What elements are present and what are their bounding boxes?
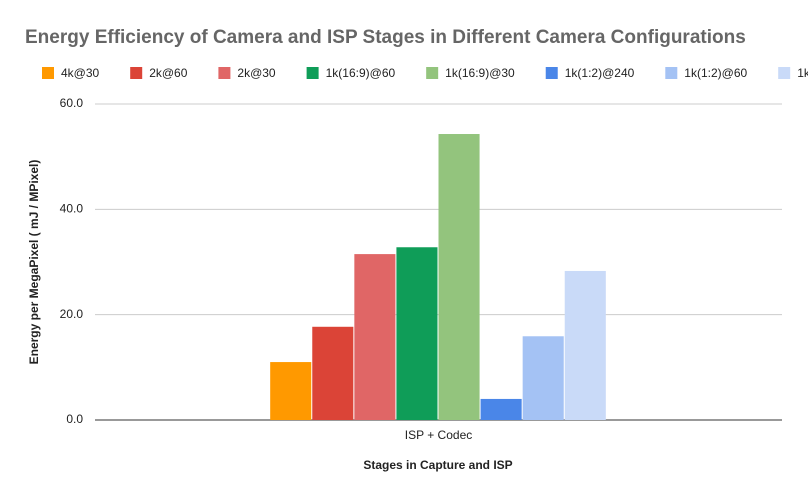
legend-label: 1k(16:9)@60 bbox=[326, 66, 396, 80]
bar bbox=[312, 326, 354, 420]
x-tick-label: ISP + Codec bbox=[405, 428, 473, 442]
y-tick-label: 60.0 bbox=[60, 96, 84, 110]
bar bbox=[480, 398, 522, 420]
legend-label: 4k@30 bbox=[61, 66, 100, 80]
legend-label: 2k@60 bbox=[149, 66, 188, 80]
legend-label: 1k(16:9)@30 bbox=[445, 66, 515, 80]
legend-swatch bbox=[545, 67, 558, 79]
bar bbox=[564, 270, 606, 420]
y-tick-label: 0.0 bbox=[66, 412, 83, 426]
bar bbox=[438, 134, 480, 420]
legend-label: 1k(1:2)@240 bbox=[565, 66, 635, 80]
x-axis-title: Stages in Capture and ISP bbox=[363, 458, 512, 472]
legend-swatch bbox=[306, 67, 319, 79]
bar bbox=[522, 336, 564, 420]
legend-swatch bbox=[426, 67, 439, 79]
chart-title: Energy Efficiency of Camera and ISP Stag… bbox=[25, 27, 746, 48]
legend-swatch bbox=[42, 67, 54, 79]
bar bbox=[396, 247, 438, 420]
legend-label: 1k(1:2)@30 bbox=[797, 66, 808, 80]
bar bbox=[354, 254, 396, 420]
legend-swatch bbox=[778, 67, 791, 79]
y-tick-label: 20.0 bbox=[60, 307, 84, 321]
bar bbox=[270, 362, 312, 420]
legend-swatch bbox=[218, 67, 231, 79]
legend-swatch bbox=[665, 67, 678, 79]
y-axis-title: Energy per MegaPixel ( mJ / MPixel) bbox=[27, 160, 41, 365]
legend-swatch bbox=[130, 67, 143, 79]
legend-label: 2k@30 bbox=[237, 66, 276, 80]
legend-label: 1k(1:2)@60 bbox=[684, 66, 747, 80]
y-tick-label: 40.0 bbox=[60, 202, 84, 216]
